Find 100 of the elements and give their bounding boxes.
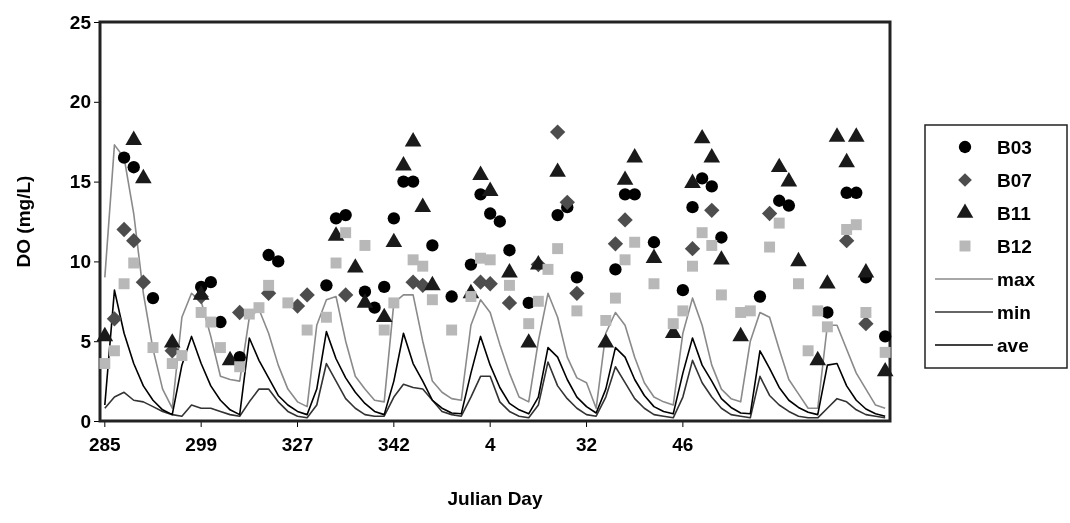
point — [841, 224, 853, 235]
point — [696, 227, 708, 239]
point — [503, 244, 516, 257]
point — [320, 279, 333, 292]
point — [559, 194, 575, 211]
point — [395, 156, 412, 171]
point — [609, 292, 621, 304]
point — [648, 278, 660, 290]
point — [243, 308, 255, 320]
point — [812, 305, 824, 317]
point — [693, 128, 711, 144]
legend-label: B12 — [997, 236, 1032, 257]
point — [472, 165, 489, 181]
point — [329, 212, 343, 225]
point — [619, 254, 631, 266]
point — [128, 257, 140, 269]
point — [135, 274, 152, 290]
point — [126, 232, 142, 249]
point — [445, 290, 458, 303]
x-tick-label: 285 — [88, 433, 122, 455]
legend-label: max — [997, 269, 1036, 290]
point — [417, 260, 429, 272]
point — [879, 346, 891, 358]
point — [735, 306, 747, 318]
point — [838, 152, 855, 168]
point — [127, 161, 140, 174]
point — [503, 279, 515, 291]
point — [684, 240, 701, 257]
point — [404, 132, 422, 147]
point — [552, 243, 564, 255]
point — [609, 263, 622, 276]
point — [378, 324, 390, 336]
point — [387, 212, 401, 225]
point — [147, 342, 159, 354]
point — [339, 208, 352, 222]
point — [253, 302, 265, 314]
point — [234, 361, 246, 373]
legend-label: B07 — [997, 170, 1032, 191]
point — [569, 285, 585, 301]
point — [359, 239, 371, 251]
point — [549, 124, 566, 140]
point — [879, 330, 892, 343]
point — [617, 212, 633, 228]
point — [118, 278, 130, 290]
point — [106, 311, 123, 327]
point — [135, 168, 152, 184]
point — [481, 181, 499, 196]
point — [687, 260, 698, 272]
point — [542, 263, 554, 275]
point — [407, 254, 419, 266]
point — [686, 200, 699, 214]
point — [108, 345, 120, 357]
point — [340, 227, 352, 239]
point — [282, 297, 294, 309]
point — [406, 175, 420, 188]
point — [705, 180, 718, 193]
point — [828, 127, 846, 142]
point — [600, 314, 612, 326]
point — [744, 305, 756, 317]
point — [629, 236, 641, 248]
point — [378, 280, 391, 294]
point — [176, 350, 188, 362]
x-tick-label: 46 — [672, 433, 694, 455]
point — [677, 305, 689, 317]
point — [493, 215, 506, 228]
y-tick-label: 15 — [69, 171, 92, 193]
y-tick-label: 0 — [80, 410, 91, 432]
point — [695, 172, 709, 185]
point — [821, 321, 833, 333]
point — [607, 236, 624, 252]
point — [482, 276, 498, 292]
point — [793, 278, 804, 290]
point — [446, 324, 458, 336]
point — [713, 250, 730, 265]
point — [166, 358, 178, 370]
point — [667, 318, 679, 330]
point — [551, 208, 564, 222]
point — [773, 217, 785, 229]
point — [858, 315, 874, 332]
legend-label: ave — [997, 335, 1029, 356]
point — [570, 271, 584, 284]
point — [753, 290, 767, 303]
point — [684, 173, 701, 188]
point — [272, 255, 285, 268]
y-axis-title: DO (mg/L) — [13, 175, 34, 268]
point — [117, 151, 131, 164]
point — [838, 232, 855, 249]
point — [204, 275, 217, 289]
point — [330, 257, 342, 269]
point — [301, 324, 313, 336]
legend-label: min — [997, 302, 1031, 323]
x-axis-title: Julian Day — [447, 488, 543, 509]
point — [125, 130, 143, 145]
point — [860, 306, 872, 318]
point — [385, 232, 403, 248]
x-tick-label: 342 — [377, 433, 410, 455]
x-tick-label: 327 — [281, 433, 314, 455]
point — [464, 258, 478, 271]
point — [146, 291, 160, 305]
point — [628, 188, 641, 201]
